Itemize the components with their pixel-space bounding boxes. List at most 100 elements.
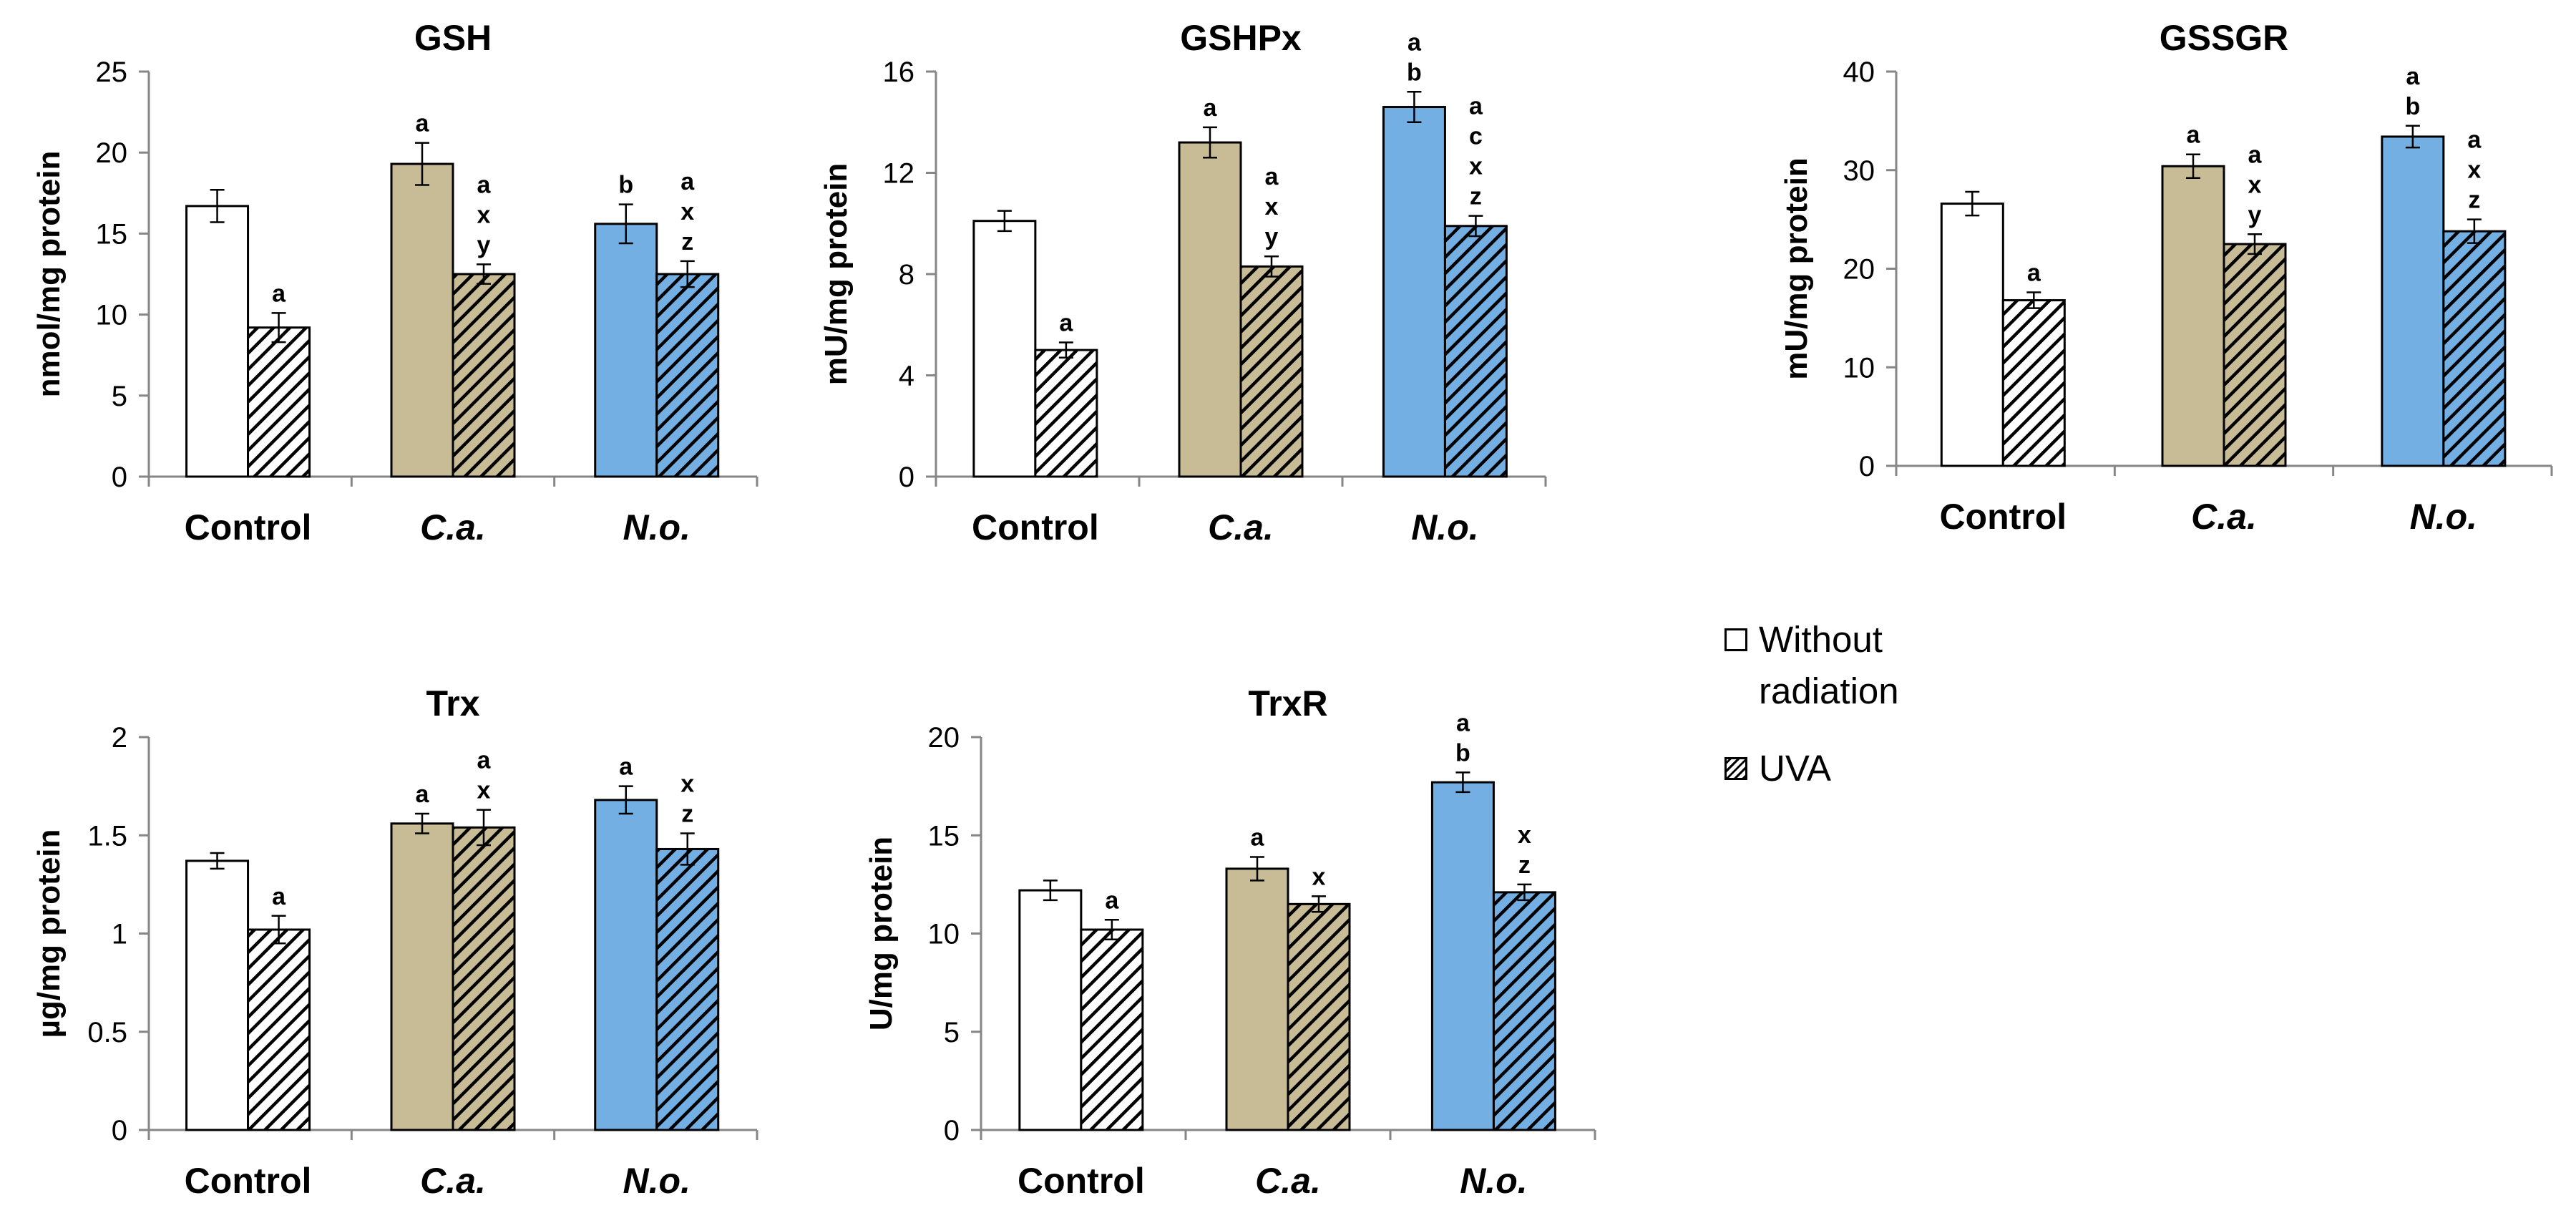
significance-letter: x (477, 777, 491, 804)
x-category-label: N.o. (623, 507, 691, 547)
bar (452, 273, 516, 478)
y-tick-label: 16 (883, 57, 915, 88)
y-tick-label: 5 (112, 381, 127, 412)
significance-letter: b (618, 172, 633, 199)
bar (1018, 889, 1083, 1131)
significance-letter: a (1059, 310, 1073, 337)
significance-letter: b (2405, 93, 2420, 120)
significance-letter: a (1204, 94, 1218, 122)
bar (1430, 781, 1495, 1131)
significance-letter: x (2467, 157, 2481, 184)
y-tick-label: 0 (112, 462, 127, 493)
legend-swatch-uva (1724, 757, 1747, 780)
x-category-label: Control (185, 507, 312, 547)
significance-letter: z (681, 228, 693, 255)
significance-letter: a (416, 781, 430, 808)
y-tick-label: 40 (1843, 57, 1875, 88)
y-tick-label: 15 (928, 820, 960, 852)
x-category-label: Control (185, 1161, 312, 1201)
chart-gssgr: 0 10 20 30 40 GSSGR mU/mg protein Control a C.a. a… (1779, 18, 2553, 537)
bar (185, 205, 250, 478)
bar (655, 273, 720, 478)
significance-letter: x (680, 198, 694, 225)
bar (1287, 902, 1351, 1131)
x-category-label: Control (1939, 497, 2067, 537)
significance-letter: y (1265, 223, 1279, 250)
significance-letter: a (2027, 260, 2041, 287)
chart-title: GSSGR (2160, 18, 2289, 58)
x-category-label: Control (1018, 1161, 1145, 1201)
significance-letter: a (619, 754, 633, 781)
y-tick-label: 0.5 (87, 1017, 127, 1048)
significance-letter: a (2406, 63, 2420, 90)
x-category-label: C.a. (1208, 507, 1274, 547)
significance-letter: z (2468, 187, 2480, 214)
significance-letter: a (477, 171, 492, 198)
significance-letter: a (1456, 709, 1470, 736)
bar (185, 859, 250, 1131)
bar (1239, 265, 1304, 478)
bar (1940, 203, 2004, 467)
x-category-label: N.o. (623, 1161, 691, 1201)
y-tick-label: 0 (1859, 451, 1875, 482)
y-tick-label: 15 (96, 218, 128, 250)
y-tick-label: 20 (1843, 254, 1875, 286)
significance-letter: x (477, 201, 491, 228)
bar (594, 223, 658, 478)
y-axis-label: µg/mg protein (31, 829, 67, 1038)
significance-letter: z (681, 801, 693, 828)
bar (1178, 141, 1242, 478)
bar (2442, 230, 2507, 467)
bar (452, 826, 516, 1131)
chart-title: GSHPx (1180, 18, 1302, 58)
y-tick-label: 1 (112, 919, 127, 950)
significance-letter: a (1469, 93, 1483, 120)
chart-title: Trx (426, 683, 479, 724)
bar (1382, 106, 1446, 478)
y-tick-label: 0 (899, 462, 914, 493)
bar (2161, 165, 2225, 467)
significance-letter: x (680, 771, 694, 798)
bar (972, 220, 1037, 478)
significance-letter: b (1455, 739, 1470, 766)
bar (2001, 299, 2066, 467)
y-tick-label: 4 (899, 361, 914, 392)
significance-letter: y (477, 231, 491, 258)
legend-label-without: Without (1759, 619, 1883, 660)
bar (390, 162, 454, 478)
significance-letter: a (477, 747, 492, 774)
significance-letter: a (2187, 122, 2201, 149)
significance-letter: z (1470, 183, 1482, 210)
y-axis-label: nmol/mg protein (31, 151, 67, 398)
x-category-label: N.o. (1411, 507, 1478, 547)
significance-letter: x (1469, 153, 1483, 180)
bar (390, 822, 454, 1131)
y-tick-label: 25 (96, 57, 128, 88)
y-axis-label: mU/mg protein (819, 163, 854, 385)
bar (1443, 225, 1508, 478)
significance-letter: a (272, 883, 286, 910)
significance-letter: a (1265, 163, 1279, 190)
chart-trxr: 0 5 10 15 20 TrxR U/mg protein Control a C.a. a x N.… (864, 683, 1596, 1201)
x-category-label: C.a. (1255, 1161, 1321, 1201)
bar (1034, 349, 1098, 478)
y-axis-label: mU/mg protein (1779, 157, 1814, 379)
chart-gsh: 0 5 10 15 20 25 GSH nmol/mg protein Control a C.a.… (31, 18, 758, 547)
significance-letter: x (1312, 863, 1326, 890)
significance-letter: a (680, 168, 695, 195)
y-tick-label: 20 (928, 722, 960, 754)
x-category-label: C.a. (420, 507, 486, 547)
y-axis-label: U/mg protein (864, 837, 899, 1031)
bar (2381, 135, 2445, 467)
bar (594, 799, 658, 1131)
significance-letter: c (1469, 123, 1483, 150)
bar (2223, 243, 2287, 467)
y-tick-label: 5 (944, 1017, 960, 1048)
y-tick-label: 0 (944, 1115, 960, 1146)
y-tick-label: 10 (1843, 352, 1875, 384)
bar (655, 847, 720, 1131)
chart-title: GSH (414, 18, 492, 58)
